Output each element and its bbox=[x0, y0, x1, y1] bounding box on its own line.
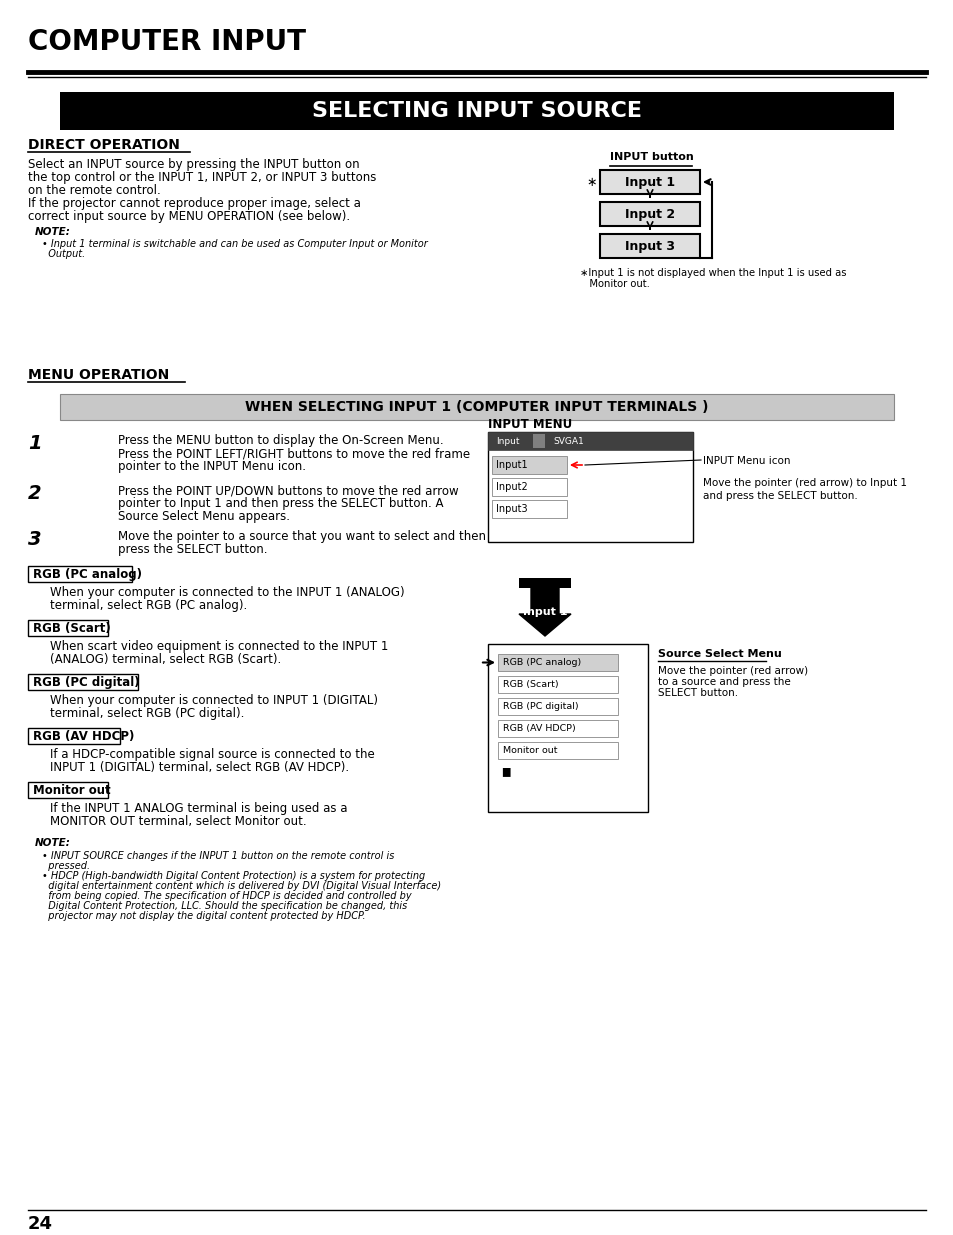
Bar bbox=[488, 643, 647, 811]
Text: If a HDCP-compatible signal source is connected to the: If a HDCP-compatible signal source is co… bbox=[50, 748, 375, 761]
Bar bbox=[28, 566, 132, 582]
Bar bbox=[488, 432, 692, 542]
Text: and press the SELECT button.: and press the SELECT button. bbox=[702, 492, 857, 501]
Bar bbox=[497, 655, 618, 671]
Text: Move the pointer to a source that you want to select and then: Move the pointer to a source that you wa… bbox=[118, 530, 485, 543]
Text: projector may not display the digital content protected by HDCP.: projector may not display the digital co… bbox=[42, 911, 365, 921]
Text: RGB (PC digital): RGB (PC digital) bbox=[33, 676, 139, 688]
Text: press the SELECT button.: press the SELECT button. bbox=[118, 543, 267, 556]
Text: Input 2: Input 2 bbox=[624, 207, 675, 221]
Text: correct input source by MENU OPERATION (see below).: correct input source by MENU OPERATION (… bbox=[28, 210, 350, 224]
Text: Monitor out: Monitor out bbox=[502, 746, 557, 755]
Text: Source Select Menu appears.: Source Select Menu appears. bbox=[118, 510, 290, 522]
Text: SVGA1: SVGA1 bbox=[553, 436, 583, 446]
Text: When your computer is connected to the INPUT 1 (ANALOG): When your computer is connected to the I… bbox=[50, 585, 404, 599]
Bar bbox=[488, 432, 692, 450]
Text: RGB (PC analog): RGB (PC analog) bbox=[33, 568, 142, 580]
Text: NOTE:: NOTE: bbox=[35, 839, 71, 848]
Bar bbox=[28, 620, 108, 636]
Text: Digital Content Protection, LLC. Should the specification be changed, this: Digital Content Protection, LLC. Should … bbox=[42, 902, 407, 911]
Text: INPUT button: INPUT button bbox=[609, 152, 693, 162]
Text: Input3: Input3 bbox=[496, 504, 527, 514]
Bar bbox=[497, 742, 618, 760]
Text: ∗: ∗ bbox=[585, 177, 596, 189]
Text: COMPUTER INPUT: COMPUTER INPUT bbox=[28, 28, 306, 56]
Text: Input 1: Input 1 bbox=[522, 606, 567, 618]
Text: Output.: Output. bbox=[42, 249, 85, 259]
Text: Move the pointer (red arrow): Move the pointer (red arrow) bbox=[658, 666, 807, 676]
Bar bbox=[492, 478, 566, 496]
Text: MONITOR OUT terminal, select Monitor out.: MONITOR OUT terminal, select Monitor out… bbox=[50, 815, 306, 827]
Bar bbox=[492, 500, 566, 517]
Text: (ANALOG) terminal, select RGB (Scart).: (ANALOG) terminal, select RGB (Scart). bbox=[50, 653, 281, 666]
Text: • Input 1 terminal is switchable and can be used as Computer Input or Monitor: • Input 1 terminal is switchable and can… bbox=[42, 240, 427, 249]
Text: Input 1: Input 1 bbox=[624, 175, 675, 189]
Text: Input2: Input2 bbox=[496, 482, 527, 492]
Text: RGB (Scart): RGB (Scart) bbox=[502, 680, 558, 689]
Bar bbox=[28, 674, 138, 690]
Bar bbox=[599, 170, 700, 194]
Text: ▇: ▇ bbox=[501, 766, 509, 776]
Text: RGB (PC analog): RGB (PC analog) bbox=[502, 658, 580, 667]
Text: Move the pointer (red arrow) to Input 1: Move the pointer (red arrow) to Input 1 bbox=[702, 478, 906, 488]
Bar bbox=[28, 727, 120, 743]
Text: INPUT Menu icon: INPUT Menu icon bbox=[702, 456, 790, 466]
Text: When your computer is connected to INPUT 1 (DIGITAL): When your computer is connected to INPUT… bbox=[50, 694, 377, 706]
Text: on the remote control.: on the remote control. bbox=[28, 184, 161, 198]
Text: • HDCP (High-bandwidth Digital Content Protection) is a system for protecting: • HDCP (High-bandwidth Digital Content P… bbox=[42, 871, 425, 881]
Text: WHEN SELECTING INPUT 1 (COMPUTER INPUT TERMINALS ): WHEN SELECTING INPUT 1 (COMPUTER INPUT T… bbox=[245, 400, 708, 414]
Bar bbox=[533, 433, 544, 448]
Bar bbox=[497, 676, 618, 693]
Text: 2: 2 bbox=[28, 484, 42, 503]
Bar bbox=[28, 782, 108, 798]
Text: MENU OPERATION: MENU OPERATION bbox=[28, 368, 169, 382]
Text: SELECTING INPUT SOURCE: SELECTING INPUT SOURCE bbox=[312, 101, 641, 121]
Text: Monitor out.: Monitor out. bbox=[579, 279, 649, 289]
Text: 3: 3 bbox=[28, 530, 42, 550]
Text: ∗Input 1 is not displayed when the Input 1 is used as: ∗Input 1 is not displayed when the Input… bbox=[579, 268, 845, 278]
Bar bbox=[60, 91, 893, 130]
Text: the top control or the INPUT 1, INPUT 2, or INPUT 3 buttons: the top control or the INPUT 1, INPUT 2,… bbox=[28, 170, 376, 184]
Text: • INPUT SOURCE changes if the INPUT 1 button on the remote control is: • INPUT SOURCE changes if the INPUT 1 bu… bbox=[42, 851, 394, 861]
Text: When scart video equipment is connected to the INPUT 1: When scart video equipment is connected … bbox=[50, 640, 388, 653]
Text: Source Select Menu: Source Select Menu bbox=[658, 650, 781, 659]
Bar bbox=[497, 720, 618, 737]
Text: Press the MENU button to display the On-Screen Menu.: Press the MENU button to display the On-… bbox=[118, 433, 443, 447]
Text: If the projector cannot reproduce proper image, select a: If the projector cannot reproduce proper… bbox=[28, 198, 360, 210]
Text: terminal, select RGB (PC analog).: terminal, select RGB (PC analog). bbox=[50, 599, 247, 613]
Text: pointer to Input 1 and then press the SELECT button. A: pointer to Input 1 and then press the SE… bbox=[118, 496, 443, 510]
Text: RGB (AV HDCP): RGB (AV HDCP) bbox=[502, 724, 576, 734]
Text: pressed.: pressed. bbox=[42, 861, 90, 871]
Bar bbox=[497, 698, 618, 715]
Text: Input: Input bbox=[496, 436, 519, 446]
Text: Input 3: Input 3 bbox=[624, 240, 675, 252]
Text: If the INPUT 1 ANALOG terminal is being used as a: If the INPUT 1 ANALOG terminal is being … bbox=[50, 802, 347, 815]
Bar bbox=[492, 456, 566, 474]
Text: terminal, select RGB (PC digital).: terminal, select RGB (PC digital). bbox=[50, 706, 244, 720]
Text: from being copied. The specification of HDCP is decided and controlled by: from being copied. The specification of … bbox=[42, 890, 411, 902]
Text: NOTE:: NOTE: bbox=[35, 227, 71, 237]
Text: Press the POINT LEFT/RIGHT buttons to move the red frame: Press the POINT LEFT/RIGHT buttons to mo… bbox=[118, 447, 470, 459]
Text: Monitor out: Monitor out bbox=[33, 783, 111, 797]
Text: Select an INPUT source by pressing the INPUT button on: Select an INPUT source by pressing the I… bbox=[28, 158, 359, 170]
Text: 24: 24 bbox=[28, 1215, 53, 1233]
Text: SELECT button.: SELECT button. bbox=[658, 688, 738, 698]
Text: pointer to the INPUT Menu icon.: pointer to the INPUT Menu icon. bbox=[118, 459, 306, 473]
Text: RGB (PC digital): RGB (PC digital) bbox=[502, 701, 578, 711]
Text: 1: 1 bbox=[28, 433, 42, 453]
Text: Input1: Input1 bbox=[496, 459, 527, 471]
Text: digital entertainment content which is delivered by DVI (Digital Visual Interfac: digital entertainment content which is d… bbox=[42, 881, 440, 890]
Bar bbox=[599, 233, 700, 258]
Bar bbox=[599, 203, 700, 226]
Text: RGB (Scart): RGB (Scart) bbox=[33, 621, 111, 635]
Text: DIRECT OPERATION: DIRECT OPERATION bbox=[28, 138, 180, 152]
Bar bbox=[518, 578, 571, 588]
Polygon shape bbox=[518, 588, 571, 636]
Bar bbox=[60, 394, 893, 420]
Text: Press the POINT UP/DOWN buttons to move the red arrow: Press the POINT UP/DOWN buttons to move … bbox=[118, 484, 458, 496]
Text: RGB (AV HDCP): RGB (AV HDCP) bbox=[33, 730, 134, 742]
Text: to a source and press the: to a source and press the bbox=[658, 677, 790, 687]
Text: INPUT MENU: INPUT MENU bbox=[488, 417, 572, 431]
Text: INPUT 1 (DIGITAL) terminal, select RGB (AV HDCP).: INPUT 1 (DIGITAL) terminal, select RGB (… bbox=[50, 761, 349, 774]
